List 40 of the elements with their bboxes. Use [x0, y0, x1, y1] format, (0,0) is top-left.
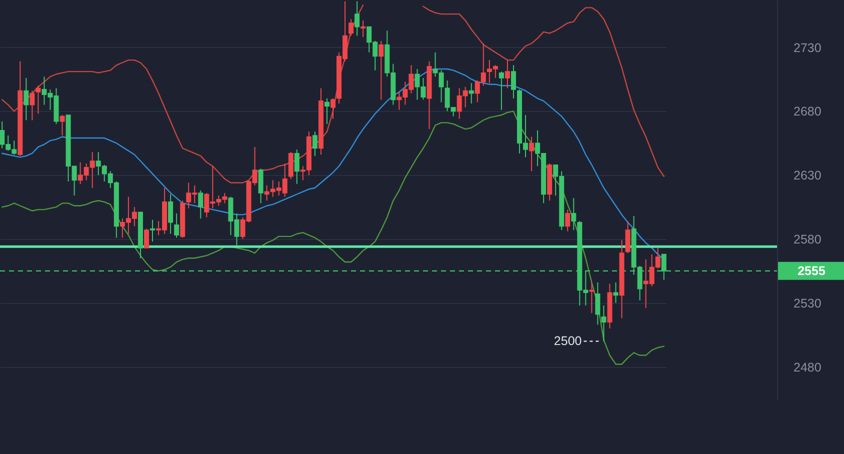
- candlestick: [571, 198, 576, 231]
- candlestick: [354, 0, 360, 36]
- candlestick: [529, 136, 534, 172]
- candlestick: [601, 304, 606, 342]
- candlestick: [468, 82, 474, 104]
- candlestick: [625, 220, 630, 254]
- candlestick: [288, 152, 294, 180]
- candlestick: [324, 98, 330, 124]
- annotation: 2500: [554, 334, 582, 348]
- candlestick: [36, 85, 41, 114]
- y-tick-label: 2580: [794, 232, 822, 246]
- y-tick-label: 2530: [794, 296, 822, 310]
- y-tick-label: 2630: [794, 168, 822, 183]
- candlestick: [30, 90, 35, 121]
- candlestick: [150, 219, 156, 242]
- candlestick: [198, 190, 204, 220]
- candlestick: [348, 18, 354, 36]
- candlestick: [174, 212, 180, 238]
- ref-line-label: 2555: [798, 264, 826, 278]
- candlestick: [168, 194, 174, 234]
- candlestick: [144, 228, 149, 248]
- candlestick: [504, 60, 510, 89]
- candlestick: [595, 282, 600, 326]
- candlestick: [565, 209, 570, 232]
- candlestick: [613, 282, 618, 304]
- candlestick: [60, 114, 65, 136]
- candlestick: [378, 40, 384, 100]
- candlestick: [294, 149, 300, 185]
- candlestick: [498, 71, 504, 110]
- y-tick-label: 2680: [794, 104, 822, 119]
- y-tick-label: 2480: [794, 360, 822, 374]
- candlestick: [24, 77, 29, 121]
- y-tick-label: 2730: [794, 40, 822, 55]
- line-series: [2, 110, 664, 365]
- candlestick: [330, 98, 336, 120]
- candlestick: [258, 168, 264, 204]
- candlestick: [312, 131, 318, 156]
- candlestick: [589, 282, 594, 314]
- candlestick: [360, 20, 366, 38]
- candlestick: [510, 64, 516, 99]
